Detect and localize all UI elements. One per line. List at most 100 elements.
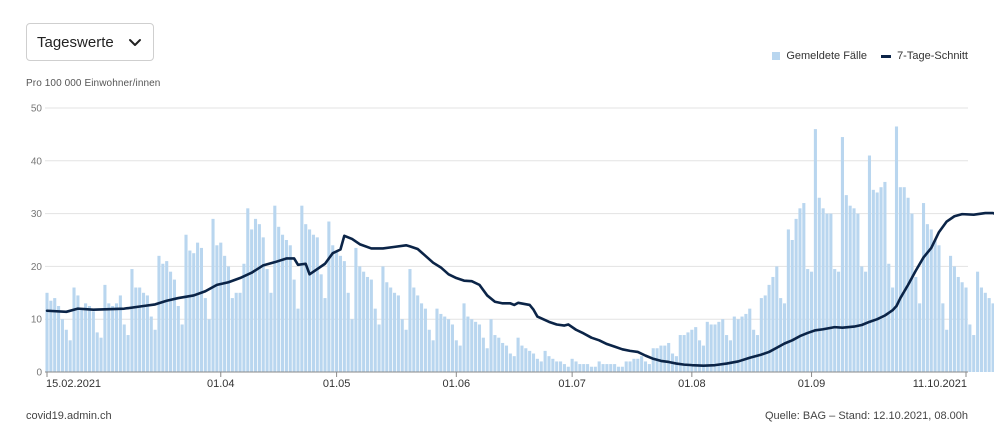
bar — [782, 303, 787, 372]
bar — [732, 316, 736, 372]
bar — [226, 266, 231, 372]
y-axis-ticks: 0 10 20 30 40 50 — [31, 104, 43, 379]
bar — [748, 308, 752, 372]
bar — [929, 229, 933, 372]
bar — [682, 335, 686, 372]
bar — [489, 319, 493, 372]
bar — [153, 329, 157, 372]
x-tick-label: 15.02.2021 — [46, 378, 101, 390]
bar — [49, 300, 53, 372]
bar — [365, 276, 370, 372]
bar — [474, 321, 478, 372]
bar — [311, 234, 315, 372]
bar — [790, 240, 794, 372]
bar — [813, 129, 817, 372]
period-select[interactable]: Tageswerte — [26, 23, 154, 61]
bar — [141, 292, 146, 372]
chart-legend: Gemeldete Fälle 7-Tage-Schnitt — [772, 50, 968, 62]
bar — [466, 316, 470, 372]
bar — [196, 242, 200, 372]
bar — [775, 266, 779, 372]
bar — [381, 266, 385, 372]
bar — [354, 247, 358, 372]
bar — [60, 319, 64, 372]
bar — [199, 247, 203, 372]
bar — [184, 234, 188, 372]
bar — [960, 282, 964, 372]
bar — [408, 269, 412, 372]
bar — [520, 345, 524, 372]
bar — [261, 237, 265, 372]
bar — [420, 303, 424, 372]
bar — [968, 324, 972, 372]
bar — [277, 226, 281, 372]
bar — [713, 324, 717, 372]
bar — [481, 337, 485, 372]
bar — [292, 279, 296, 372]
bar — [833, 269, 837, 372]
average-line — [45, 211, 994, 367]
bar — [68, 340, 72, 372]
bar — [744, 313, 748, 372]
bar — [138, 287, 142, 372]
bar — [879, 187, 883, 372]
bar — [431, 340, 435, 372]
bar — [269, 292, 273, 372]
bar — [667, 342, 671, 372]
bar — [636, 358, 640, 372]
bar — [358, 266, 362, 372]
bar — [972, 335, 976, 372]
legend-line-label: 7-Tage-Schnitt — [897, 50, 968, 62]
bar — [458, 345, 462, 372]
bar — [852, 208, 856, 372]
y-tick-label: 20 — [31, 262, 43, 273]
bar — [759, 298, 763, 372]
bar — [447, 319, 451, 372]
bar — [265, 269, 269, 372]
bar — [864, 271, 868, 372]
bar — [516, 337, 520, 372]
bar — [454, 340, 458, 372]
bar — [535, 358, 539, 372]
bar — [937, 245, 941, 372]
bar — [647, 364, 651, 372]
bar — [698, 340, 702, 372]
bar — [566, 366, 570, 372]
bar — [810, 271, 814, 372]
bar — [609, 364, 613, 372]
bar — [593, 366, 597, 372]
bar — [470, 319, 474, 372]
bar — [512, 356, 516, 372]
bar — [952, 266, 956, 372]
legend-bars-label: Gemeldete Fälle — [786, 50, 868, 62]
bar — [288, 245, 292, 372]
bar — [319, 274, 323, 372]
x-tick-label: 01.07 — [558, 378, 586, 390]
x-tick-label: 01.08 — [678, 378, 706, 390]
bar — [763, 295, 767, 372]
bar — [450, 324, 454, 372]
y-tick-label: 0 — [36, 368, 42, 379]
bar — [342, 261, 346, 372]
y-axis-unit-label: Pro 100 000 Einwohner/innen — [26, 78, 161, 89]
bar — [504, 345, 509, 372]
bar — [613, 364, 617, 372]
bar — [848, 205, 852, 372]
bar — [624, 361, 628, 372]
bar — [659, 345, 663, 372]
bar — [257, 224, 261, 372]
data-credit: Quelle: BAG – Stand: 12.10.2021, 08.00h — [764, 410, 968, 422]
bar — [956, 276, 960, 372]
y-tick-label: 50 — [31, 104, 43, 115]
bar — [837, 271, 841, 372]
bar — [817, 197, 821, 372]
bar — [794, 218, 798, 372]
bar — [555, 361, 559, 372]
bar — [705, 321, 709, 372]
bar — [779, 298, 783, 372]
bar — [122, 324, 126, 372]
bar — [539, 361, 543, 372]
bar — [145, 295, 149, 372]
bar — [717, 321, 721, 372]
bar — [91, 311, 95, 372]
